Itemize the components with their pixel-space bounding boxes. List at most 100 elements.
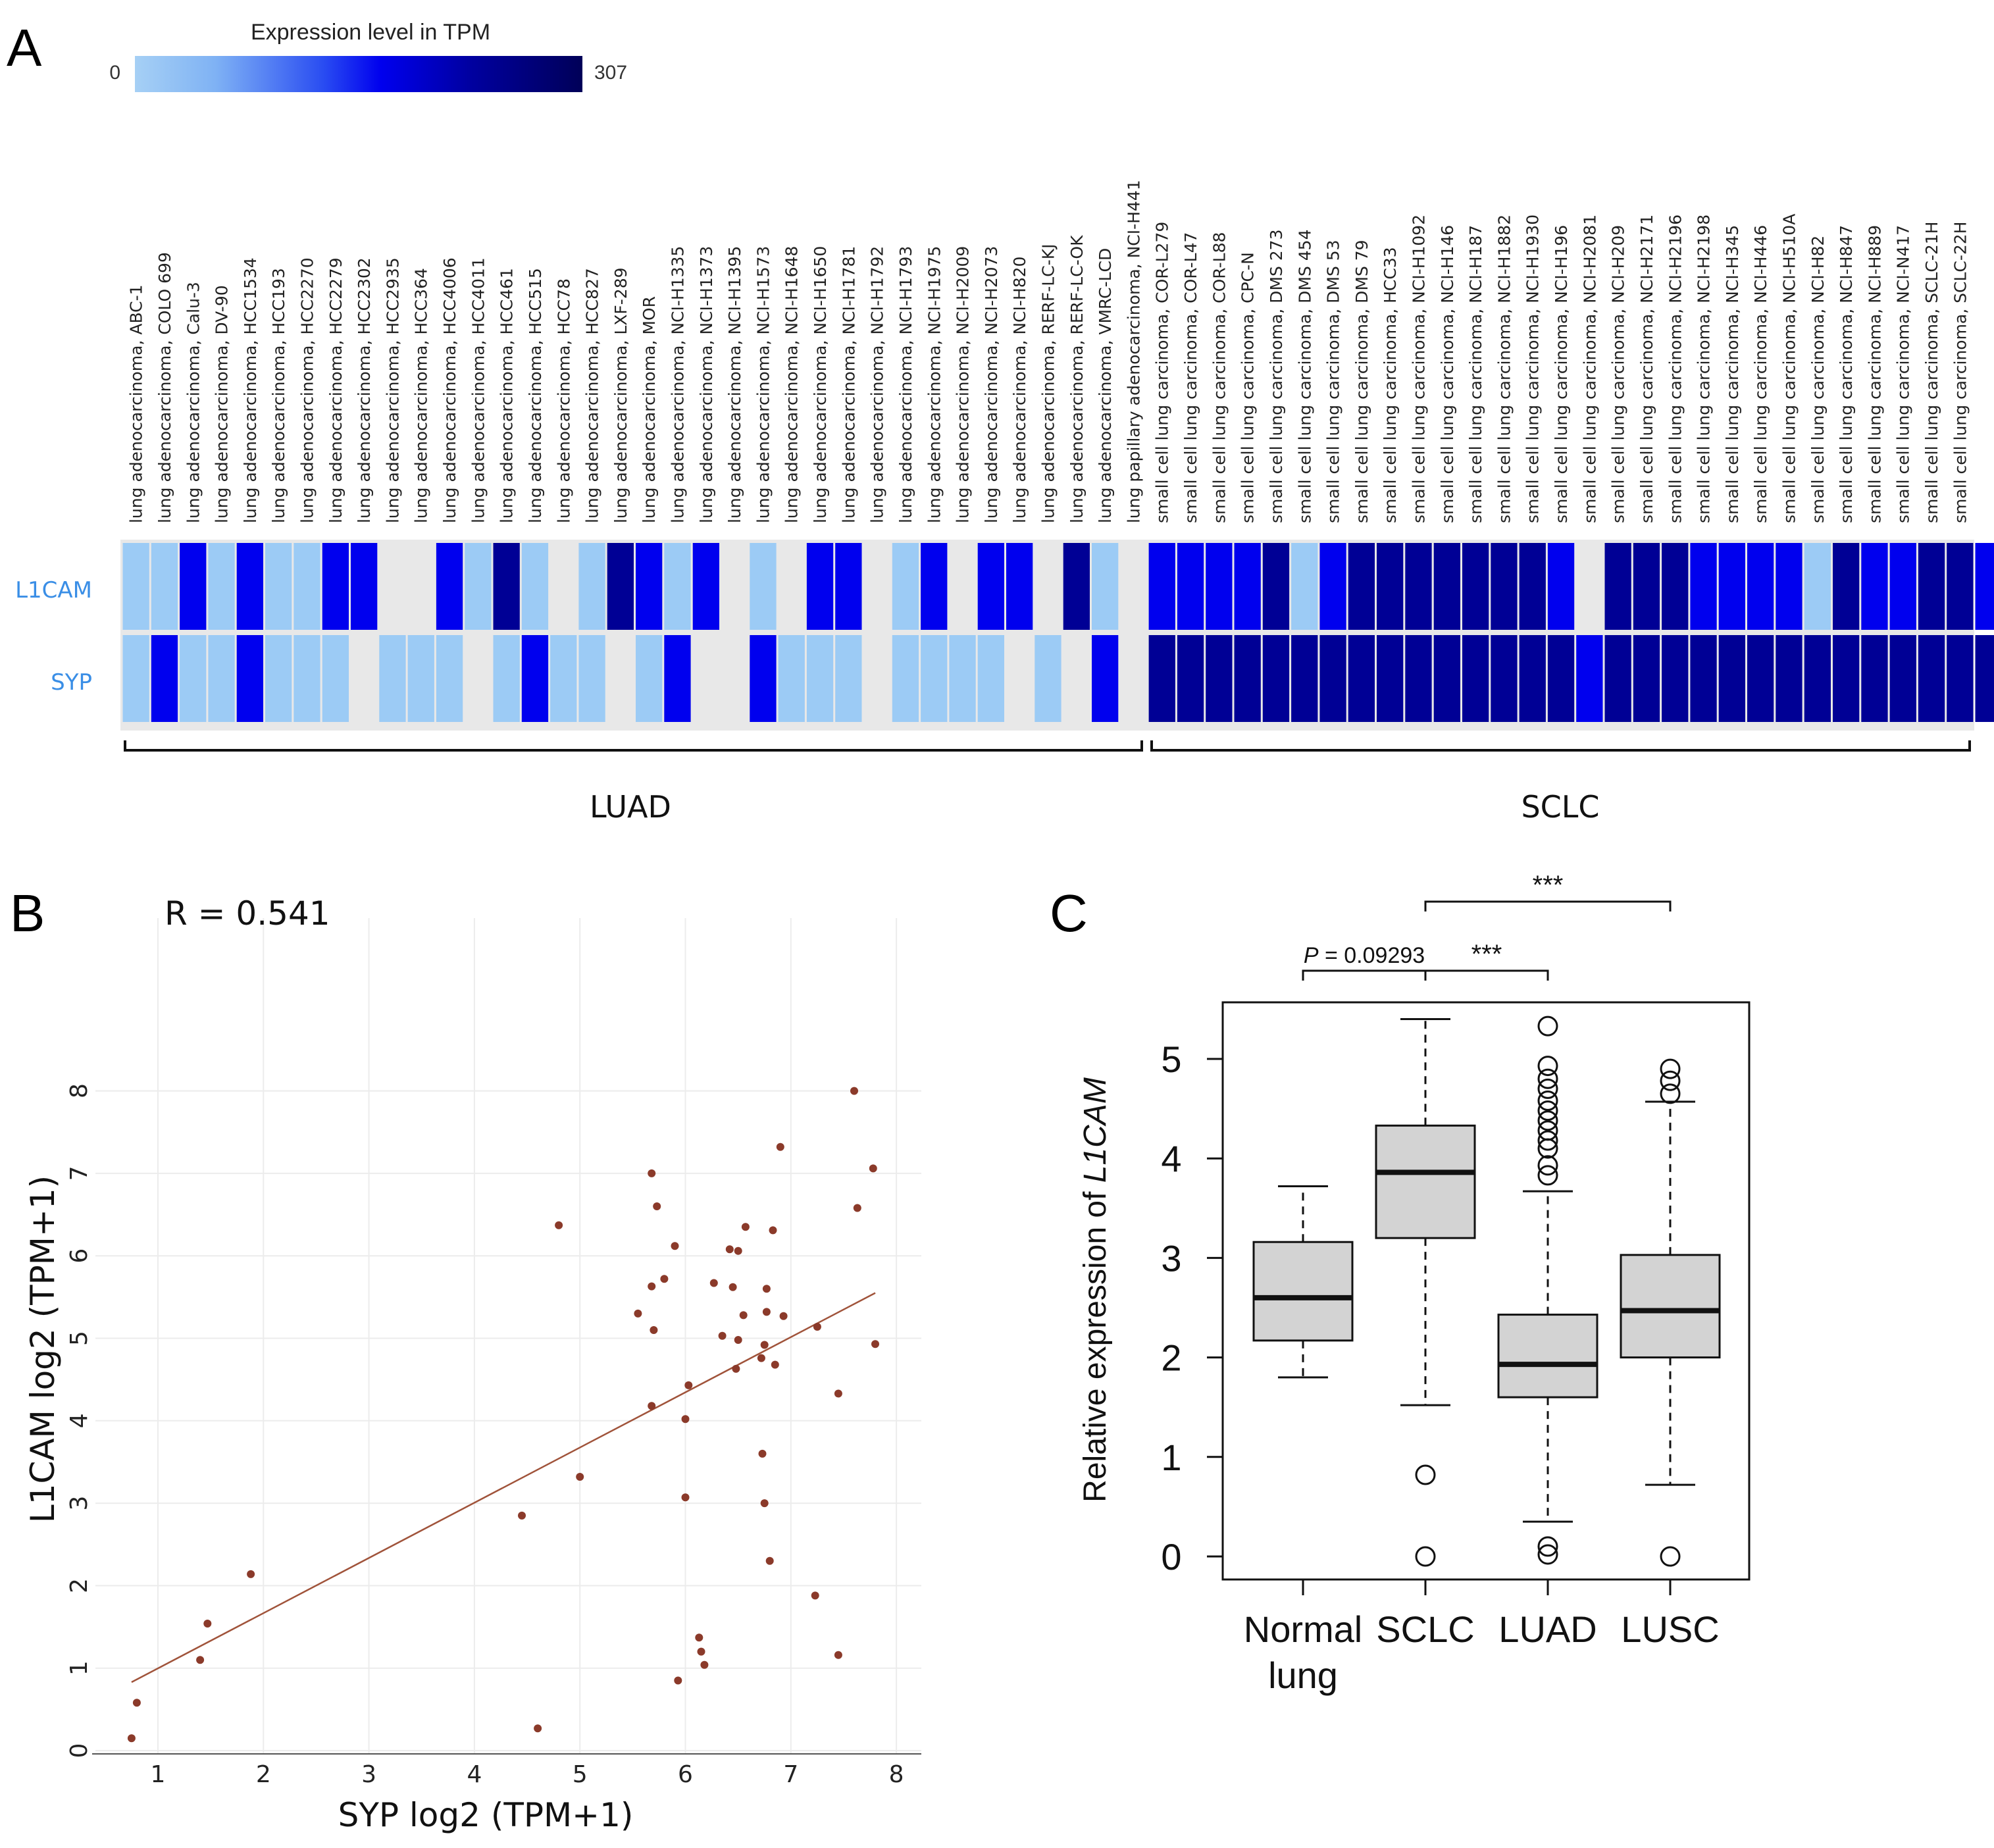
column-label-36: small cell lung carcinoma, COR-L279 <box>1153 222 1172 523</box>
scatter-ticks: 1 2 3 4 5 6 7 8 0 1 2 3 4 5 6 7 8 <box>66 1083 904 1788</box>
group-label-luad: LUAD <box>590 789 671 825</box>
x-tick-label-7: 7 <box>783 1761 798 1788</box>
heat-cell-syp-21 <box>721 635 748 722</box>
outlier-13 <box>1537 1544 1558 1565</box>
column-label-11: lung adenocarcinoma, HCC4006 <box>440 257 459 523</box>
heat-cell-l1cam-31 <box>1006 543 1033 630</box>
boxplot-frame <box>1221 1001 1751 1581</box>
column-label-62: small cell lung carcinoma, NCI-N417 <box>1894 225 1913 523</box>
outlier-11 <box>1537 1015 1558 1037</box>
scatter-point-20 <box>684 1381 693 1389</box>
column-label-38: small cell lung carcinoma, COR-L88 <box>1210 232 1229 523</box>
column-label-6: lung adenocarcinoma, HCC2270 <box>298 257 317 523</box>
scatter-point-10 <box>648 1169 656 1177</box>
column-label-24: lung adenocarcinoma, NCI-H1650 <box>811 246 830 523</box>
boxplot-boxes <box>1252 1015 1721 1567</box>
boxplot-y-label-prefix: Relative expression of <box>1078 1183 1113 1502</box>
heat-cell-syp-49 <box>1519 635 1546 722</box>
heat-cell-l1cam-63 <box>1918 543 1945 630</box>
scatter-panel: 1 2 3 4 5 6 7 8 0 1 2 3 4 5 6 7 8 R = 0.541 SYP log2 (TP… <box>24 894 921 1834</box>
x-tick-label-0-0: Normal <box>1244 1608 1362 1650</box>
heat-cell-l1cam-49 <box>1519 543 1546 630</box>
column-label-34: lung adenocarcinoma, VMRC-LCD <box>1096 248 1115 523</box>
iqr-box <box>1375 1124 1476 1239</box>
heat-cell-syp-56 <box>1718 635 1745 722</box>
column-label-7: lung adenocarcinoma, HCC2279 <box>326 257 345 523</box>
heatmap-panel: Expression level in TPM 0 307 lung adeno… <box>15 20 1994 825</box>
scatter-point-46 <box>834 1389 842 1398</box>
iqr-box <box>1497 1314 1598 1399</box>
scatter-point-44 <box>811 1591 819 1600</box>
heat-cell-syp-27 <box>892 635 919 722</box>
heat-cell-syp-61 <box>1861 635 1888 722</box>
x-tick-label-6: 6 <box>678 1761 693 1788</box>
y-tick-label-5: 5 <box>66 1331 93 1346</box>
scatter-point-19 <box>681 1493 690 1502</box>
heat-cell-l1cam-8 <box>351 543 378 630</box>
heat-cell-l1cam-52 <box>1604 543 1631 630</box>
column-label-12: lung adenocarcinoma, HCC4011 <box>469 257 488 523</box>
heat-cell-l1cam-11 <box>436 543 463 630</box>
outlier-7 <box>1537 1091 1558 1112</box>
heat-cell-syp-54 <box>1662 635 1689 722</box>
heat-cell-syp-62 <box>1889 635 1916 722</box>
significance-label-1: *** <box>1471 940 1502 969</box>
heat-cell-l1cam-34 <box>1092 543 1119 630</box>
outlier-0 <box>1415 1464 1436 1485</box>
column-label-20: lung adenocarcinoma, NCI-H1373 <box>697 246 716 523</box>
outlier-3 <box>1660 1546 1681 1567</box>
heat-cell-l1cam-10 <box>407 543 434 630</box>
colorbar-max-label: 307 <box>594 62 627 84</box>
x-tick-label-2: 2 <box>256 1761 271 1788</box>
iqr-box <box>1252 1241 1354 1342</box>
y-tick-label-3: 3 <box>1161 1237 1181 1279</box>
column-label-14: lung adenocarcinoma, HCC515 <box>526 268 545 523</box>
significance-label-0: P = 0.09293 <box>1304 943 1425 968</box>
heat-cell-l1cam-19 <box>664 543 691 630</box>
column-label-15: lung adenocarcinoma, HCC78 <box>554 278 573 523</box>
column-label-57: small cell lung carcinoma, NCI-H446 <box>1751 225 1770 523</box>
scatter-point-29 <box>734 1246 742 1255</box>
scatter-point-9 <box>634 1309 642 1318</box>
colorbar-min-label: 0 <box>109 62 120 84</box>
column-label-32: lung adenocarcinoma, RERF-LC-KJ <box>1039 244 1058 523</box>
column-label-64: small cell lung carcinoma, SCLC-22H <box>1951 222 1970 523</box>
heat-cell-syp-11 <box>436 635 463 722</box>
scatter-point-25 <box>718 1331 727 1340</box>
heat-cell-l1cam-55 <box>1690 543 1717 630</box>
heat-cell-l1cam-65 <box>1975 543 1994 630</box>
scatter-point-0 <box>127 1734 136 1743</box>
scatter-point-22 <box>697 1647 705 1656</box>
significance-label-2: *** <box>1533 871 1564 900</box>
panel-letter-b: B <box>10 884 45 942</box>
heat-cell-syp-9 <box>379 635 406 722</box>
heat-cell-syp-57 <box>1747 635 1774 722</box>
column-label-50: small cell lung carcinoma, NCI-H196 <box>1552 225 1571 523</box>
column-label-18: lung adenocarcinoma, MOR <box>640 296 659 523</box>
scatter-annotation-r: R = 0.541 <box>165 894 330 933</box>
heat-cell-syp-8 <box>351 635 378 722</box>
heat-cell-syp-17 <box>607 635 634 722</box>
group-label-sclc: SCLC <box>1521 789 1599 825</box>
scatter-point-39 <box>765 1556 774 1565</box>
heat-cell-syp-5 <box>265 635 292 722</box>
row-label-l1cam: L1CAM <box>15 577 92 603</box>
heat-cell-l1cam-0 <box>122 543 149 630</box>
heat-cell-syp-24 <box>806 635 834 722</box>
column-label-42: small cell lung carcinoma, DMS 53 <box>1324 240 1343 523</box>
heat-cell-l1cam-30 <box>977 543 1004 630</box>
heat-cell-l1cam-43 <box>1348 543 1375 630</box>
scatter-point-12 <box>648 1402 656 1410</box>
scatter-point-30 <box>734 1336 742 1344</box>
column-label-3: lung adenocarcinoma, DV-90 <box>213 285 232 523</box>
heat-cell-syp-31 <box>1006 635 1033 722</box>
scatter-point-8 <box>576 1473 584 1481</box>
outlier-4 <box>1537 1120 1558 1141</box>
heat-cell-l1cam-48 <box>1491 543 1518 630</box>
y-tick-label-3: 3 <box>66 1496 93 1511</box>
heat-cell-l1cam-16 <box>578 543 605 630</box>
column-label-30: lung adenocarcinoma, NCI-H2073 <box>982 246 1001 523</box>
heat-cell-l1cam-64 <box>1947 543 1974 630</box>
column-label-33: lung adenocarcinoma, RERF-LC-OK <box>1067 235 1086 523</box>
scatter-point-31 <box>739 1311 748 1320</box>
